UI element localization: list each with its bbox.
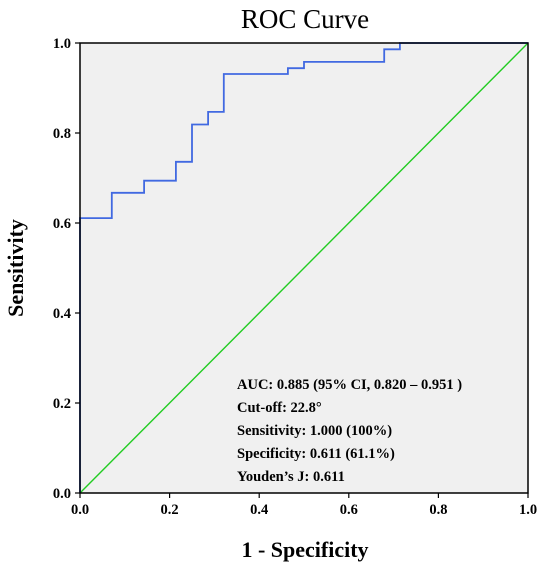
x-tick-label: 0.0 bbox=[71, 502, 89, 518]
y-axis: 0.0 0.2 0.4 0.6 0.8 1.0 bbox=[53, 36, 80, 502]
series-layer bbox=[79, 42, 529, 494]
y-axis-label: Sensitivity bbox=[3, 219, 28, 317]
specificity-annotation: Specificity: 0.611 (61.1%) bbox=[237, 446, 395, 462]
plot-frame bbox=[79, 42, 529, 494]
sensitivity-annotation: Sensitivity: 1.000 (100%) bbox=[237, 423, 392, 439]
y-tick-label: 0.8 bbox=[53, 126, 71, 142]
x-tick-label: 0.6 bbox=[340, 502, 358, 518]
y-tick-label: 1.0 bbox=[53, 36, 71, 52]
reference-diagonal-line bbox=[79, 42, 529, 494]
x-tick-label: 0.4 bbox=[250, 502, 268, 518]
x-axis-label: 1 - Specificity bbox=[241, 537, 368, 562]
auc-annotation: AUC: 0.885 (95% CI, 0.820 – 0.951 ) bbox=[237, 377, 462, 393]
x-tick-label: 0.8 bbox=[429, 502, 447, 518]
y-tick-label: 0.2 bbox=[53, 396, 71, 412]
x-tick-label: 0.2 bbox=[161, 502, 179, 518]
annotation-box: AUC: 0.885 (95% CI, 0.820 – 0.951 ) Cut-… bbox=[237, 377, 462, 485]
chart-title: ROC Curve bbox=[241, 4, 369, 34]
cutoff-annotation: Cut-off: 22.8° bbox=[237, 400, 322, 416]
y-tick-label: 0.0 bbox=[53, 486, 71, 502]
y-tick-label: 0.6 bbox=[53, 216, 71, 232]
x-axis: 0.0 0.2 0.4 0.6 0.8 1.0 bbox=[71, 493, 537, 518]
x-tick-label: 1.0 bbox=[519, 502, 537, 518]
roc-curve-line bbox=[79, 42, 528, 493]
y-tick-label: 0.4 bbox=[53, 306, 71, 322]
youden-annotation: Youden’s J: 0.611 bbox=[237, 469, 345, 485]
